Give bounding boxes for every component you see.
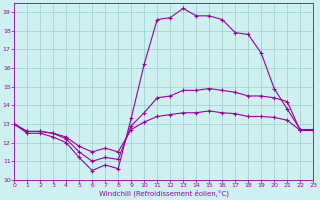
X-axis label: Windchill (Refroidissement éolien,°C): Windchill (Refroidissement éolien,°C) — [99, 190, 229, 197]
